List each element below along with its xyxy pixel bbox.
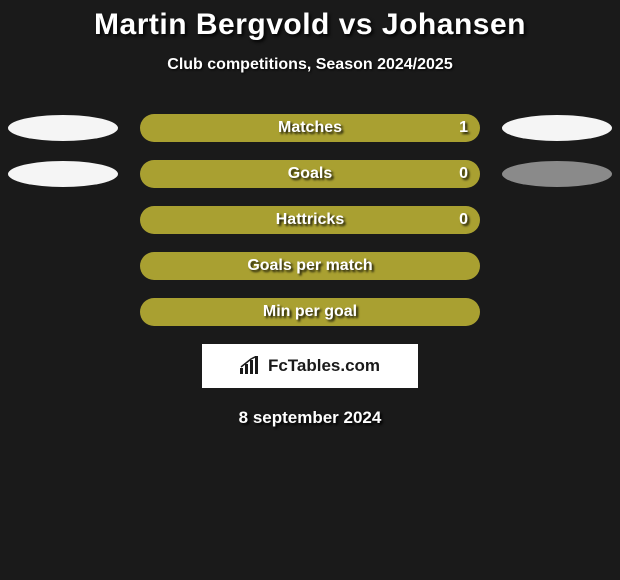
barchart-icon (240, 356, 262, 376)
stat-bar-label: Hattricks (140, 206, 480, 234)
stat-bar-label: Min per goal (140, 298, 480, 326)
stat-bar: Matches1 (140, 114, 480, 142)
date-label: 8 september 2024 (0, 408, 620, 428)
comparison-card: Martin Bergvold vs Johansen Club competi… (0, 0, 620, 428)
stat-bar-label: Matches (140, 114, 480, 142)
stat-bar: Goals0 (140, 160, 480, 188)
right-ellipse (502, 161, 612, 187)
stat-rows: Matches1Goals0Hattricks0Goals per matchM… (0, 114, 620, 326)
stat-row: Goals per match (0, 252, 620, 280)
page-title: Martin Bergvold vs Johansen (0, 8, 620, 42)
stat-row: Matches1 (0, 114, 620, 142)
stat-row: Goals0 (0, 160, 620, 188)
subtitle: Club competitions, Season 2024/2025 (0, 56, 620, 74)
stat-bar-label: Goals (140, 160, 480, 188)
stat-bar-value: 0 (459, 160, 468, 188)
stat-bar-value: 1 (459, 114, 468, 142)
left-ellipse (8, 115, 118, 141)
right-ellipse (502, 115, 612, 141)
stat-bar-label: Goals per match (140, 252, 480, 280)
logo-text: FcTables.com (268, 356, 380, 376)
logo-badge[interactable]: FcTables.com (202, 344, 418, 388)
stat-row: Min per goal (0, 298, 620, 326)
left-ellipse (8, 161, 118, 187)
stat-bar: Hattricks0 (140, 206, 480, 234)
stat-bar-value: 0 (459, 206, 468, 234)
stat-bar: Goals per match (140, 252, 480, 280)
stat-bar: Min per goal (140, 298, 480, 326)
stat-row: Hattricks0 (0, 206, 620, 234)
